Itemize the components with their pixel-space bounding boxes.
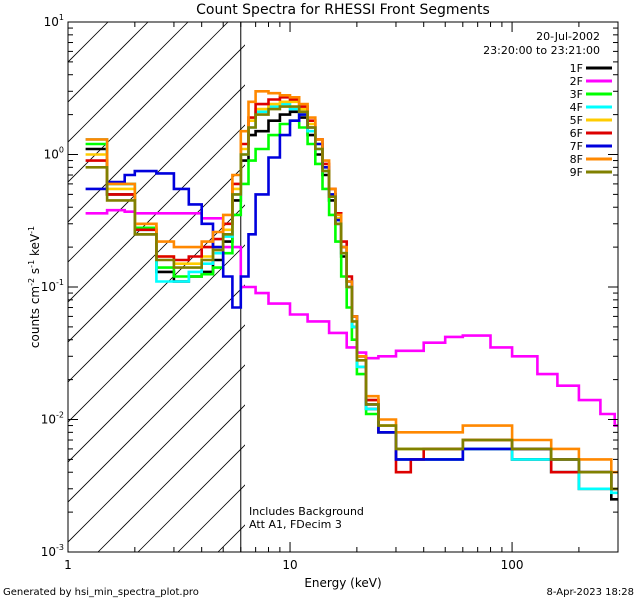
x-axis-label: Energy (keV) (304, 576, 381, 590)
hatch-line (68, 84, 245, 263)
x-tick-label: 10 (282, 558, 297, 572)
y-tick-label: 101 (44, 13, 64, 29)
background-annotation: Includes Background (249, 505, 364, 518)
axis-ticks (67, 22, 619, 553)
hatch-line (137, 444, 245, 552)
y-tick-label: 100 (44, 146, 64, 162)
x-tick-label: 100 (501, 558, 524, 572)
series-8F (85, 90, 618, 474)
hatch-line (68, 164, 245, 343)
x-tick-label: 1 (64, 558, 72, 572)
plot-frame (67, 21, 619, 553)
legend-label: 6F (570, 127, 583, 140)
attenuator-annotation: Att A1, FDecim 3 (249, 518, 342, 531)
axis-tick-labels: 1 10 100 101 100 10-1 10-2 10-3 (41, 13, 524, 572)
y-axis-label: counts cm-2 s-1 keV-1 (27, 226, 42, 348)
chart-title: Count Spectra for RHESSI Front Segments (196, 2, 490, 18)
legend-label: 4F (570, 101, 583, 114)
legend-label: 3F (570, 88, 583, 101)
legend-label: 2F (570, 75, 583, 88)
hatch-line (68, 124, 245, 303)
legend-label: 9F (570, 166, 583, 179)
series-lines (85, 90, 618, 501)
attenuator-hatch-region (68, 22, 245, 552)
hatch-line (97, 404, 245, 552)
hatch-line (68, 324, 245, 503)
hatch-line (68, 204, 245, 383)
hatch-line (68, 364, 245, 543)
hatch-line (68, 44, 245, 223)
legend-label: 5F (570, 114, 583, 127)
series-9F (85, 105, 618, 491)
date-label: 20-Jul-2002 (536, 30, 600, 43)
legend-label: 1F (570, 62, 583, 75)
y-tick-label: 10-2 (41, 411, 64, 427)
time-range-label: 23:20:00 to 23:21:00 (483, 44, 600, 57)
y-tick-label: 10-1 (41, 278, 64, 294)
footer-generator: Generated by hsi_min_spectra_plot.pro (3, 587, 199, 598)
footer-timestamp: 8-Apr-2023 18:28 (547, 587, 634, 598)
legend-label: 7F (570, 140, 583, 153)
legend-label: 8F (570, 153, 583, 166)
y-tick-label: 10-3 (41, 543, 64, 559)
hatch-line (68, 22, 229, 183)
hatch-line (68, 22, 189, 143)
hatch-line (68, 244, 245, 423)
